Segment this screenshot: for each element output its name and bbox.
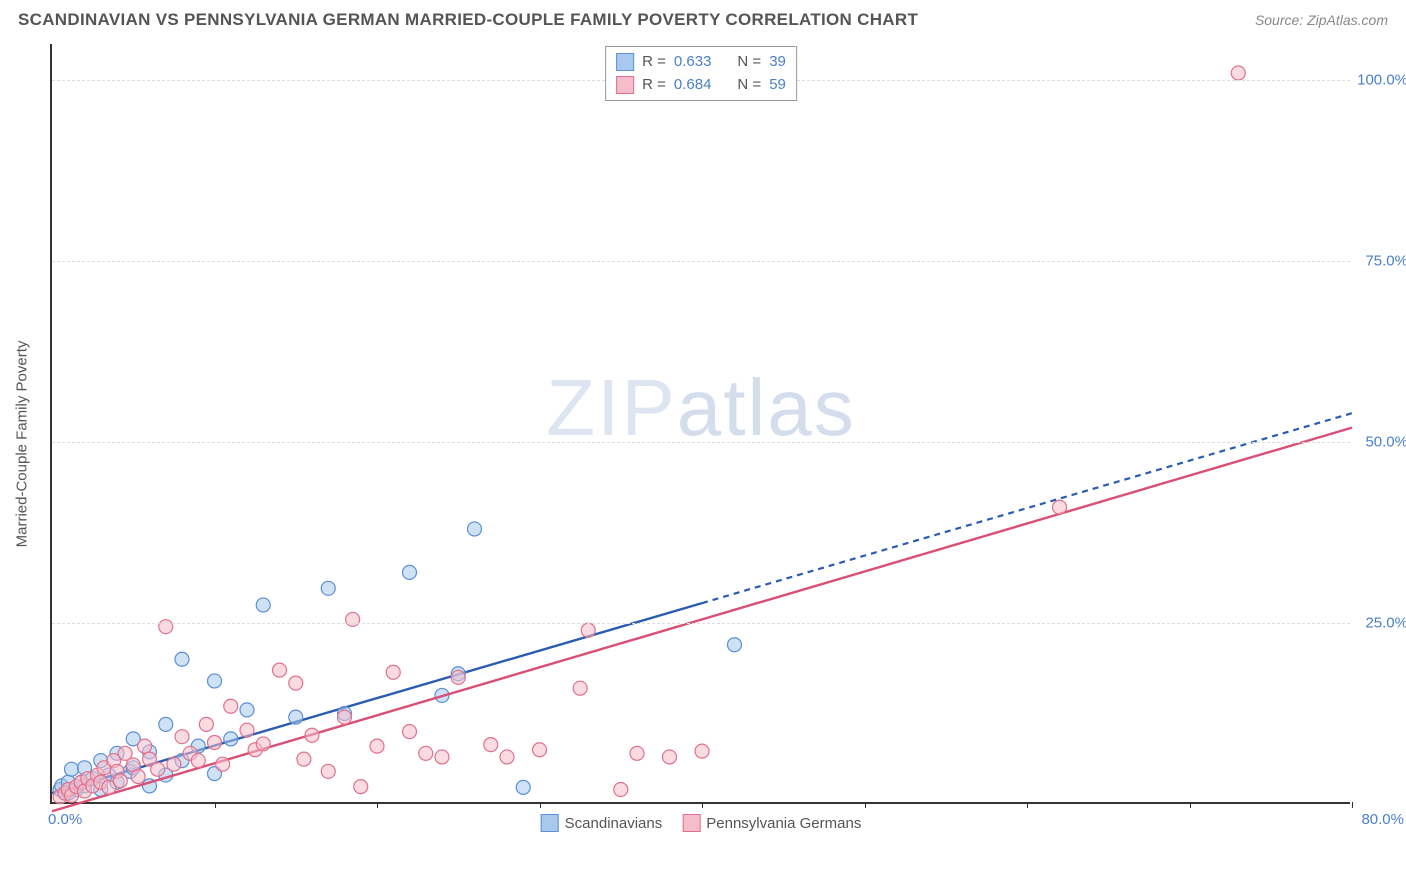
data-point	[1053, 500, 1067, 514]
data-point	[138, 739, 152, 753]
data-point	[113, 774, 127, 788]
data-point	[159, 717, 173, 731]
data-point	[663, 750, 677, 764]
x-tick-mark	[1352, 802, 1353, 808]
stat-r-label: R =	[642, 74, 666, 97]
x-tick-mark	[865, 802, 866, 808]
y-tick-label: 25.0%	[1365, 615, 1406, 632]
stat-n-value: 59	[769, 74, 786, 97]
x-tick-mark	[215, 802, 216, 808]
y-tick-label: 50.0%	[1365, 434, 1406, 451]
data-point	[289, 676, 303, 690]
data-point	[370, 739, 384, 753]
legend-swatch	[616, 53, 634, 71]
stat-r-value: 0.684	[674, 74, 712, 97]
x-tick-mark	[540, 802, 541, 808]
data-point	[403, 725, 417, 739]
gridline	[52, 261, 1350, 262]
data-point	[516, 780, 530, 794]
data-point	[131, 769, 145, 783]
data-point	[346, 612, 360, 626]
legend-swatch	[616, 76, 634, 94]
x-tick-mark	[1027, 802, 1028, 808]
stat-n-label: N =	[737, 51, 761, 74]
data-point	[435, 750, 449, 764]
data-point	[484, 738, 498, 752]
y-axis-label: Married-Couple Family Poverty	[14, 341, 31, 548]
data-point	[159, 620, 173, 634]
chart-title: SCANDINAVIAN VS PENNSYLVANIA GERMAN MARR…	[18, 10, 918, 30]
data-point	[581, 623, 595, 637]
data-point	[289, 710, 303, 724]
x-axis-max-label: 80.0%	[1361, 811, 1404, 828]
data-point	[695, 744, 709, 758]
data-point	[451, 670, 465, 684]
data-point	[1231, 66, 1245, 80]
stat-r-value: 0.633	[674, 51, 712, 74]
data-point	[403, 565, 417, 579]
stat-n-label: N =	[737, 74, 761, 97]
data-point	[533, 743, 547, 757]
data-point	[305, 728, 319, 742]
data-point	[500, 750, 514, 764]
data-point	[297, 752, 311, 766]
x-axis-min-label: 0.0%	[48, 811, 82, 828]
data-point	[151, 762, 165, 776]
legend-swatch	[541, 814, 559, 832]
stats-legend-row: R = 0.633 N = 39	[616, 51, 786, 74]
data-point	[216, 757, 230, 771]
gridline	[52, 442, 1350, 443]
y-tick-label: 100.0%	[1357, 72, 1406, 89]
data-point	[208, 735, 222, 749]
plot-svg	[52, 44, 1352, 804]
data-point	[630, 746, 644, 760]
data-point	[256, 598, 270, 612]
gridline	[52, 623, 1350, 624]
x-tick-mark	[1190, 802, 1191, 808]
data-point	[321, 764, 335, 778]
data-point	[240, 703, 254, 717]
x-tick-mark	[377, 802, 378, 808]
data-point	[208, 674, 222, 688]
data-point	[614, 783, 628, 797]
plot-area: ZIPatlas R = 0.633N = 39R = 0.684N = 59 …	[50, 44, 1350, 804]
data-point	[256, 737, 270, 751]
data-point	[224, 699, 238, 713]
stat-r-label: R =	[642, 51, 666, 74]
data-point	[321, 581, 335, 595]
data-point	[468, 522, 482, 536]
data-point	[191, 754, 205, 768]
series-label: Pennsylvania Germans	[706, 815, 861, 832]
data-point	[199, 717, 213, 731]
data-point	[175, 730, 189, 744]
data-point	[273, 663, 287, 677]
series-legend: Scandinavians Pennsylvania Germans	[541, 814, 862, 832]
data-point	[65, 762, 79, 776]
series-legend-item: Scandinavians	[541, 814, 663, 832]
data-point	[338, 710, 352, 724]
data-point	[240, 723, 254, 737]
x-tick-mark	[702, 802, 703, 808]
legend-swatch	[682, 814, 700, 832]
source-label: Source: ZipAtlas.com	[1255, 12, 1388, 28]
data-point	[573, 681, 587, 695]
stats-legend: R = 0.633 N = 39 R = 0.684 N = 59	[605, 46, 797, 101]
data-point	[175, 652, 189, 666]
data-point	[419, 746, 433, 760]
series-label: Scandinavians	[565, 815, 663, 832]
data-point	[354, 780, 368, 794]
series-legend-item: Pennsylvania Germans	[682, 814, 861, 832]
data-point	[167, 757, 181, 771]
stats-legend-row: R = 0.684 N = 59	[616, 74, 786, 97]
data-point	[386, 665, 400, 679]
stat-n-value: 39	[769, 51, 786, 74]
data-point	[224, 732, 238, 746]
data-point	[728, 638, 742, 652]
y-tick-label: 75.0%	[1365, 253, 1406, 270]
chart-container: Married-Couple Family Poverty ZIPatlas R…	[50, 44, 1390, 844]
